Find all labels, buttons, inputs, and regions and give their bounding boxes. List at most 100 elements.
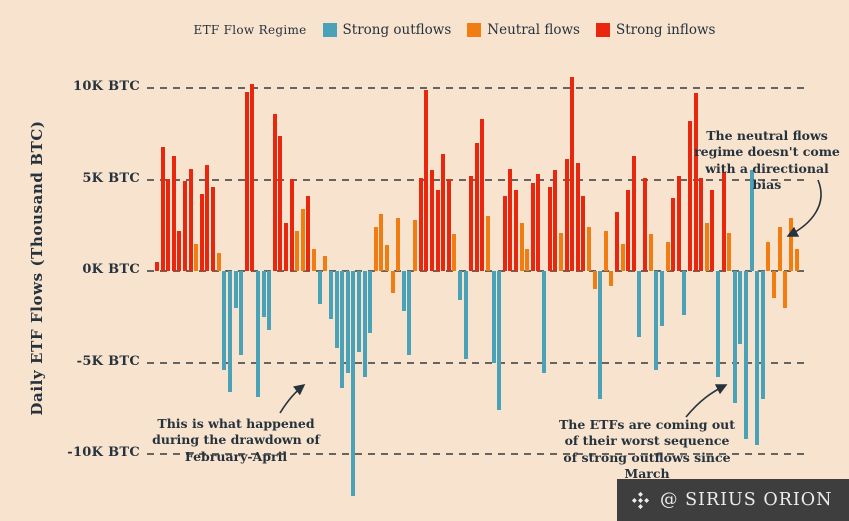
bar — [772, 271, 776, 298]
bar — [458, 271, 462, 300]
bar — [256, 271, 260, 397]
bar — [520, 223, 524, 271]
bar — [598, 271, 602, 399]
legend-title: ETF Flow Regime — [193, 23, 307, 37]
bar — [402, 271, 406, 311]
bar — [649, 234, 653, 271]
legend-label: Strong inflows — [615, 22, 716, 38]
bar — [486, 216, 490, 271]
bar — [430, 170, 434, 271]
bar — [497, 271, 501, 410]
bar — [778, 227, 782, 271]
bar — [722, 172, 726, 271]
bar — [452, 234, 456, 271]
bar — [340, 271, 344, 388]
arrow-worst-sequence-icon — [685, 384, 728, 418]
bar — [559, 233, 563, 271]
bar — [391, 271, 395, 293]
bar — [155, 262, 159, 271]
gridline — [147, 87, 807, 89]
bar — [795, 249, 799, 271]
bar — [205, 165, 209, 271]
bar — [615, 212, 619, 271]
bar — [306, 196, 310, 271]
bar — [503, 196, 507, 271]
legend-item-neutral-flows: Neutral flows — [467, 22, 580, 38]
bar — [407, 271, 411, 355]
bar — [548, 187, 552, 271]
bar — [710, 190, 714, 271]
bar — [688, 121, 692, 271]
bar — [671, 198, 675, 271]
bar — [677, 176, 681, 271]
bar — [172, 156, 176, 271]
bar — [733, 271, 737, 403]
watermark-bar: @ SIRIUS ORION — [617, 479, 849, 521]
bar — [441, 154, 445, 271]
bar — [351, 271, 355, 496]
bar — [727, 233, 731, 271]
legend-item-strong-outflows: Strong outflows — [322, 22, 452, 38]
watermark-text: @ SIRIUS ORION — [660, 490, 833, 510]
bar — [278, 136, 282, 271]
bar — [744, 271, 748, 439]
bar — [565, 159, 569, 271]
strong-outflows-swatch-icon — [322, 23, 337, 37]
annotation-drawdown: This is what happened during the drawdow… — [152, 416, 320, 464]
bar — [609, 271, 613, 286]
bar — [576, 163, 580, 271]
bar — [357, 271, 361, 352]
bar — [621, 244, 625, 271]
bar — [301, 209, 305, 271]
bar — [447, 179, 451, 271]
bar — [194, 244, 198, 271]
bar — [166, 179, 170, 271]
bar — [245, 92, 249, 271]
bar — [413, 220, 417, 271]
bar — [716, 271, 720, 377]
legend-item-strong-inflows: Strong inflows — [595, 22, 716, 38]
bar — [637, 271, 641, 337]
bar — [284, 223, 288, 271]
bar — [329, 271, 333, 319]
bar — [492, 271, 496, 363]
bar — [783, 271, 787, 308]
bar — [514, 190, 518, 271]
bar — [323, 256, 327, 271]
bar — [581, 196, 585, 271]
bar — [469, 176, 473, 271]
bar — [660, 271, 664, 326]
gridline — [147, 453, 807, 455]
bar — [766, 242, 770, 271]
bar — [177, 231, 181, 271]
legend-label: Strong outflows — [342, 22, 452, 38]
bar — [480, 119, 484, 271]
bar — [228, 271, 232, 392]
bar — [464, 271, 468, 359]
bar — [587, 227, 591, 271]
bar — [699, 178, 703, 271]
bar — [682, 271, 686, 315]
bar — [217, 253, 221, 271]
strong-inflows-swatch-icon — [595, 23, 610, 37]
legend-label: Neutral flows — [487, 22, 580, 38]
bar — [789, 218, 793, 271]
bar — [750, 170, 754, 271]
bar — [694, 93, 698, 271]
legend: ETF Flow Regime Strong outflows Neutral … — [60, 22, 849, 38]
bar — [335, 271, 339, 348]
bar — [542, 271, 546, 373]
bar — [643, 178, 647, 271]
bar — [475, 143, 479, 271]
bar — [666, 242, 670, 271]
bar — [738, 271, 742, 344]
bar — [368, 271, 372, 333]
bar — [267, 271, 271, 330]
bar — [346, 271, 350, 373]
bar — [262, 271, 266, 317]
bar — [379, 214, 383, 271]
y-tick-label: -10K BTC — [67, 445, 140, 460]
bar — [312, 249, 316, 271]
bar — [424, 90, 428, 271]
